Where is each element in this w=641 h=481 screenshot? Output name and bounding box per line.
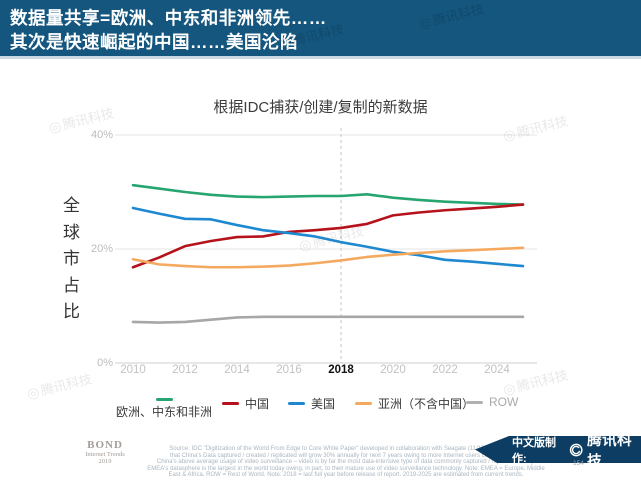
header-title-line1: 数据量共享=欧洲、中东和非洲领先…… (10, 8, 327, 28)
y-tick-40%: 40% (90, 129, 113, 141)
credit-banner: 中文版制作: 腾讯科技 (475, 436, 641, 463)
chart-title: 根据IDC捕获/创建/复制的新数据 (213, 99, 428, 116)
legend-item-us: 美国 (288, 395, 335, 412)
page-number: 154 (573, 460, 584, 467)
legend-swatch-asia (355, 402, 372, 405)
x-tick-2022: 2022 (432, 364, 458, 376)
x-tick-2014: 2014 (224, 364, 250, 376)
legend-item-row: ROW (466, 395, 518, 409)
legend-swatch-us (288, 402, 305, 405)
credit-prefix: 中文版制作: (512, 436, 556, 465)
y-tick-20%: 20% (90, 243, 113, 255)
x-tick-2010: 2010 (120, 364, 146, 376)
source-line: that China's Data captured / created / r… (170, 452, 522, 459)
header-title-line2: 其次是快速崛起的中国……美国沦陷 (10, 32, 298, 52)
legend-item-china: 中国 (222, 395, 269, 412)
x-tick-2024: 2024 (484, 364, 510, 376)
bond-brand-year: 2019 (98, 458, 112, 465)
x-tick-2012: 2012 (172, 364, 198, 376)
legend-label: 欧洲、中东和非洲 (115, 405, 212, 419)
legend-label: 亚洲（不含中国） (378, 397, 475, 411)
legend-swatch-china (222, 402, 239, 405)
bond-brand-name: BOND (87, 439, 123, 451)
tencent-tech-logo-icon (569, 443, 583, 456)
legend-swatch-emea (155, 398, 173, 401)
x-tick-2020: 2020 (380, 364, 406, 376)
source-line: East & Africa. ROW = Rest of World. Note… (168, 472, 524, 479)
bond-brand-sub: Internet Trends (85, 451, 125, 458)
legend-label: 美国 (311, 397, 336, 411)
series-line-1 (131, 203, 525, 269)
legend-item-emea: 欧洲、中东和非洲 (108, 395, 220, 420)
credit-brand: 腾讯科技 (587, 432, 633, 470)
y-tick-0%: 0% (97, 357, 113, 369)
x-tick-2018: 2018 (328, 364, 354, 376)
series-line-0 (131, 183, 525, 206)
source-line: EMEA's datasphere is the largest in the … (147, 465, 545, 472)
legend-label: ROW (489, 395, 519, 409)
source-line: Source: IDC "Digitization of the World F… (169, 446, 523, 452)
y-axis-label: 全球市占比 (63, 196, 80, 321)
legend-item-asia: 亚洲（不含中国） (355, 395, 474, 412)
bond-logo: BOND Internet Trends 2019 (72, 439, 138, 465)
series-line-3 (131, 246, 525, 269)
source-note: Source: IDC "Digitization of the World F… (128, 446, 564, 479)
header-banner: 数据量共享=欧洲、中东和非洲领先…… 其次是快速崛起的中国……美国沦陷 ◎腾讯科… (0, 0, 641, 59)
series-line-4 (131, 315, 525, 324)
legend-label: 中国 (245, 397, 270, 411)
x-tick-2016: 2016 (276, 364, 302, 376)
legend-swatch-row (466, 400, 483, 404)
series-line-2 (131, 206, 525, 268)
source-line: China's above average usage of video sur… (156, 459, 536, 466)
